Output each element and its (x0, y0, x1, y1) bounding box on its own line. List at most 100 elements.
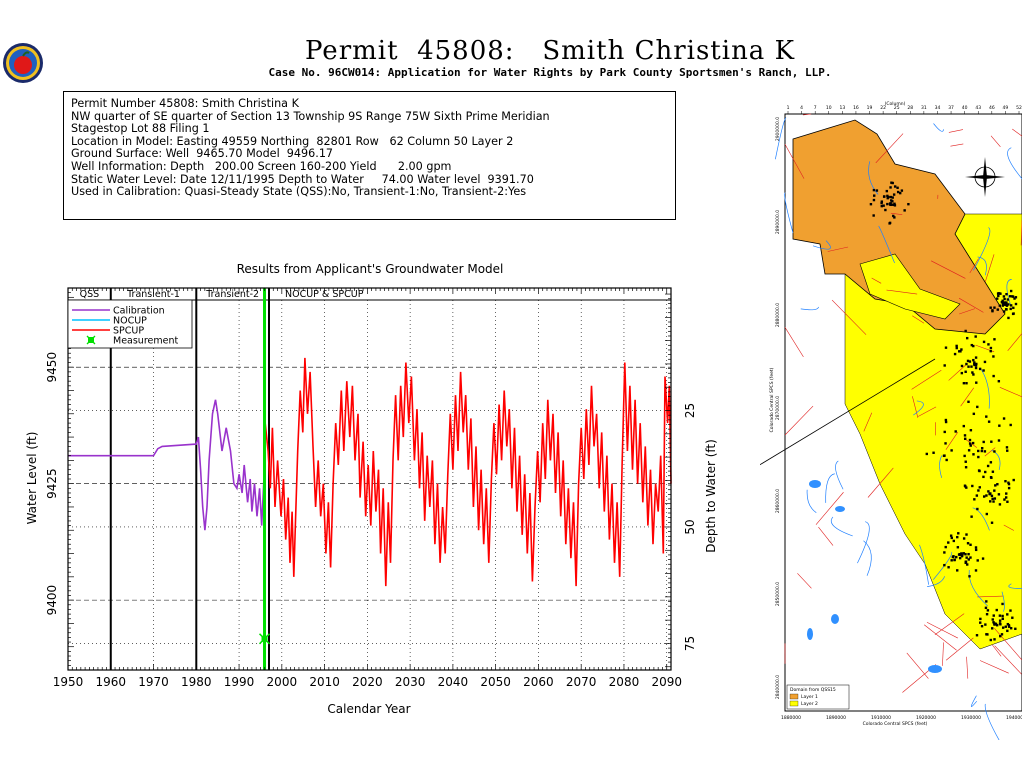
well-marker (981, 557, 985, 560)
well-marker (972, 412, 976, 416)
map-col-tick-label: 31 (921, 105, 927, 111)
well-marker (1012, 306, 1015, 310)
well-marker (943, 454, 946, 457)
stream-line (775, 117, 787, 160)
road-line (979, 660, 1009, 674)
well-marker (985, 415, 988, 418)
x-tick-label: 2050 (480, 675, 511, 689)
well-marker (983, 450, 987, 453)
road-line (912, 315, 925, 324)
well-marker (960, 364, 964, 368)
stream-line (806, 489, 817, 513)
y-tick-label: 9450 (45, 352, 59, 383)
well-marker (943, 430, 946, 434)
well-marker (997, 493, 1001, 496)
well-marker (990, 494, 994, 498)
well-marker (989, 461, 993, 464)
well-marker (983, 360, 987, 364)
well-marker (978, 486, 981, 489)
well-marker (958, 556, 962, 560)
well-marker (998, 424, 1001, 427)
well-marker (964, 485, 967, 488)
well-marker (975, 362, 978, 366)
well-marker (944, 418, 948, 422)
well-marker (949, 534, 953, 537)
well-marker (997, 439, 1001, 442)
well-marker (886, 202, 889, 206)
stream-line (977, 256, 987, 276)
well-marker (955, 555, 958, 559)
well-marker (956, 535, 959, 539)
map-y-tick-label: 2870000.0 (775, 396, 781, 420)
well-marker (1005, 292, 1008, 296)
map-y-tick-label: 2880000.0 (775, 303, 781, 327)
well-marker (873, 194, 876, 197)
well-marker (985, 613, 989, 616)
well-marker (1006, 449, 1009, 452)
well-marker (970, 365, 973, 368)
well-marker (956, 546, 960, 549)
stream-line (784, 192, 794, 234)
well-marker (976, 405, 979, 409)
map-left-axis-label: Colorado Central SPCS (feet) (769, 367, 775, 432)
map-col-tick-label: 22 (880, 105, 886, 111)
well-marker (957, 532, 960, 535)
well-marker (976, 559, 979, 562)
well-marker (1009, 304, 1013, 307)
legend-swatch (88, 337, 94, 343)
well-marker (1011, 295, 1014, 298)
well-marker (872, 188, 876, 192)
well-marker (971, 484, 974, 488)
well-marker (962, 552, 965, 555)
well-marker (943, 563, 946, 567)
well-marker (1004, 308, 1008, 311)
well-marker (998, 304, 1002, 307)
well-marker (882, 195, 886, 198)
stream-line (970, 695, 978, 707)
well-marker (1005, 301, 1008, 304)
well-marker (966, 563, 969, 566)
map-col-tick-label: 25 (894, 105, 900, 111)
x-tick-label: 2060 (523, 675, 554, 689)
x-tick-label: 1980 (181, 675, 212, 689)
compass-needle (965, 157, 1005, 197)
map-legend-label: Layer 1 (801, 694, 818, 700)
well-marker (892, 193, 896, 196)
road-line (994, 645, 1022, 675)
map-bottom-axis-label: Colorado Central SPCS (feet) (863, 721, 928, 727)
map-col-tick-label: 19 (867, 105, 873, 111)
stream-line (913, 400, 924, 416)
well-marker (990, 521, 994, 524)
well-marker (962, 382, 966, 385)
map-x-tick-label: 1920000 (916, 715, 936, 721)
well-marker (977, 449, 980, 453)
well-marker (973, 363, 976, 366)
well-marker (969, 429, 973, 432)
well-marker (963, 454, 966, 458)
well-marker (998, 614, 1002, 617)
well-marker (1006, 298, 1010, 301)
well-marker (982, 340, 986, 344)
map-y-tick-label: 2850000.0 (775, 582, 781, 606)
well-marker (967, 558, 970, 561)
map-col-tick-label: 43 (975, 105, 981, 111)
well-marker (880, 201, 883, 205)
well-marker (947, 566, 950, 569)
well-marker (987, 490, 990, 493)
well-marker (996, 308, 999, 311)
period-label: QSS (80, 289, 100, 300)
well-marker (992, 500, 995, 503)
map-legend-title: Domain from QSS15 (790, 687, 836, 693)
lake (809, 480, 821, 488)
map-x-tick-label: 1880000 (781, 715, 801, 721)
series-line-calibration (68, 399, 265, 531)
well-marker (955, 346, 958, 350)
y-tick-label: 9400 (45, 585, 59, 616)
well-marker (884, 208, 887, 212)
well-marker (943, 364, 946, 367)
page-subtitle: Case No. 96CW014: Application for Water … (268, 66, 832, 79)
well-marker (961, 554, 964, 557)
well-marker (956, 569, 959, 572)
well-marker (965, 382, 968, 385)
map-legend-swatch (789, 700, 799, 707)
